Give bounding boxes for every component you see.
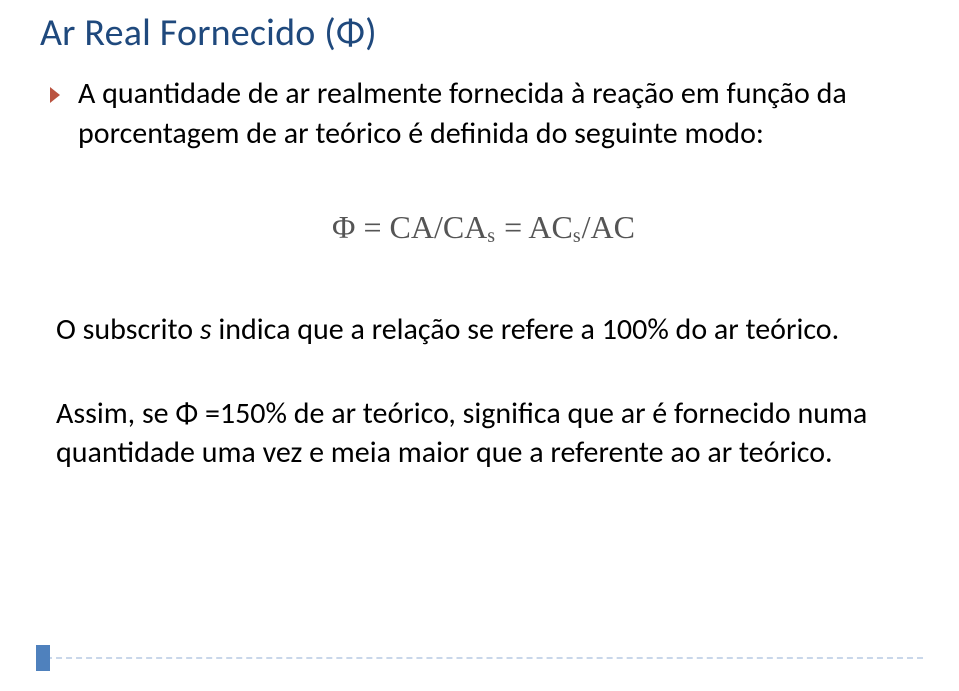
formula-eq1: =: [363, 209, 389, 245]
paragraph-example: Assim, se Φ =150% de ar teórico, signifi…: [56, 394, 919, 473]
body-content: A quantidade de ar realmente fornecida à…: [48, 74, 919, 473]
formula-slash2: /: [582, 209, 591, 245]
bullet-item: A quantidade de ar realmente fornecida à…: [48, 74, 919, 153]
formula-eq2: =: [504, 209, 528, 245]
formula: Φ = CA/CAs = ACs/AC: [332, 209, 635, 245]
para1-subscript: s: [200, 311, 212, 348]
formula-lhs: Φ: [332, 209, 355, 245]
formula-rhs-den: AC: [591, 209, 635, 245]
slide: Ar Real Fornecido (Φ) A quantidade de ar…: [0, 0, 959, 691]
formula-mid-num: CA: [389, 209, 433, 245]
formula-rhs-num-base: AC: [528, 209, 572, 245]
formula-mid-den-sub: s: [487, 225, 496, 247]
bullet-icon: [48, 85, 64, 105]
formula-slash1: /: [434, 209, 443, 245]
paragraph-subscript-note: O subscrito s indica que a relação se re…: [56, 310, 919, 350]
footer-accent-tab: [36, 645, 50, 671]
formula-block: Φ = CA/CAs = ACs/AC: [48, 209, 919, 248]
page-title: Ar Real Fornecido (Φ): [40, 10, 919, 56]
para1-suffix: indica que a relação se refere a 100% do…: [212, 311, 840, 348]
para1-prefix: O subscrito: [56, 311, 200, 348]
formula-rhs-num-sub: s: [573, 225, 582, 247]
bullet-text: A quantidade de ar realmente fornecida à…: [78, 74, 919, 153]
footer-divider: [36, 657, 923, 659]
formula-mid-den-base: CA: [443, 209, 487, 245]
